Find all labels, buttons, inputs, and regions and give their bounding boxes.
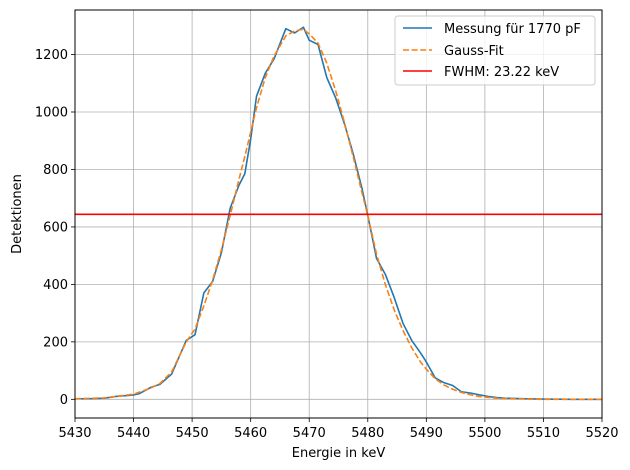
x-tick-label: 5480 (351, 426, 384, 441)
y-tick-label: 1200 (35, 48, 68, 63)
legend-box (394, 15, 596, 86)
x-axis-label: Energie in keV (292, 446, 386, 461)
x-tick-label: 5520 (585, 426, 618, 441)
legend-label-fwhm: FWHM: 23.22 keV (444, 65, 559, 80)
y-tick-label: 800 (43, 163, 68, 178)
x-tick-label: 5510 (527, 426, 560, 441)
x-tick-label: 5440 (117, 426, 150, 441)
x-tick-label: 5490 (410, 426, 443, 441)
y-axis-label: Detektionen (10, 174, 25, 254)
x-tick-label: 5500 (468, 426, 501, 441)
x-tick-label: 5450 (176, 426, 209, 441)
series-layer (74, 26, 602, 401)
x-tick-label: 5470 (293, 426, 326, 441)
legend-label-messung: Messung für 1770 pF (444, 22, 581, 37)
y-tick-label: 600 (43, 220, 68, 235)
y-tick-label: 200 (43, 335, 68, 350)
y-tick-label: 0 (60, 393, 68, 408)
plot-frame (74, 9, 603, 419)
x-tick-label: 5430 (58, 426, 91, 441)
y-tick-label: 400 (43, 278, 68, 293)
y-tick-label: 1000 (35, 106, 68, 121)
x-tick-label: 5460 (234, 426, 267, 441)
series-line-gauss-fit (74, 28, 602, 401)
axis-ticks: 5430 5440 5450 5460 5470 5480 5490 5500 5510 5520… (35, 48, 619, 441)
legend: Messung für 1770 pF Gauss-Fit FWHM: 23.2… (394, 15, 596, 86)
legend-label-gauss-fit: Gauss-Fit (444, 44, 504, 59)
